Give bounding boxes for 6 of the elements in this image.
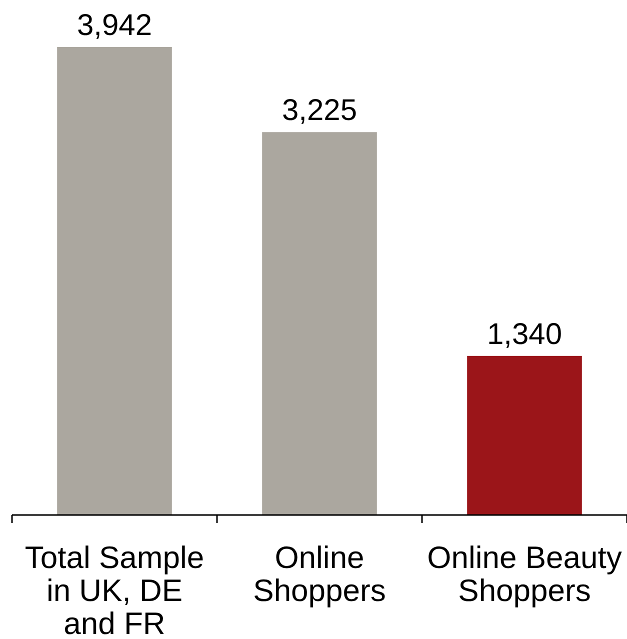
data-label: 3,225 bbox=[282, 94, 358, 128]
x-tick-label: Online Beauty Shoppers bbox=[427, 540, 622, 608]
x-tick-label: Total Sample in UK, DE and FR bbox=[24, 540, 204, 639]
x-tick-label: Online Shoppers bbox=[253, 540, 386, 608]
data-label: 1,340 bbox=[486, 318, 562, 351]
data-label: 3,942 bbox=[76, 9, 152, 42]
